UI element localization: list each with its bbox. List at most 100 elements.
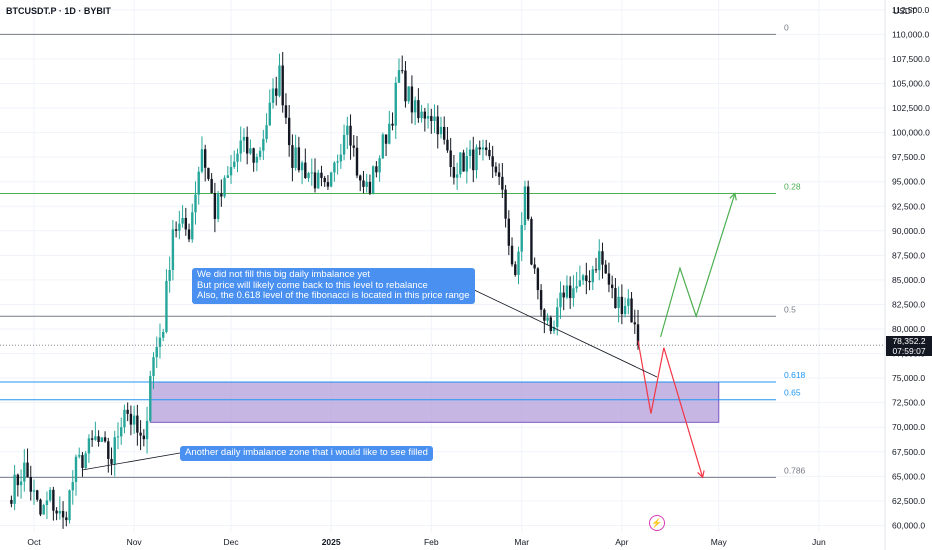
- candle-body: [78, 455, 81, 457]
- candle-body: [604, 264, 607, 274]
- candle-body: [333, 162, 336, 173]
- candle-body: [594, 269, 598, 271]
- candle-body: [26, 462, 29, 478]
- candle-body: [452, 167, 456, 178]
- candle-body: [436, 116, 439, 135]
- candle-body: [142, 435, 146, 440]
- candle-body: [187, 229, 191, 240]
- candle-body: [384, 134, 388, 144]
- candle-body: [362, 180, 365, 187]
- candle-body: [394, 82, 397, 126]
- candle-body: [129, 413, 133, 425]
- x-tick-label: Feb: [424, 537, 439, 547]
- candle-body: [149, 376, 152, 421]
- candle-body: [171, 229, 175, 270]
- candle-body: [19, 481, 23, 486]
- candle-body: [100, 437, 104, 442]
- candle-body: [546, 317, 549, 321]
- candle-body: [110, 458, 113, 464]
- candle-body: [397, 70, 401, 83]
- candle-body: [501, 176, 504, 190]
- y-tick-label: 97,500.0: [892, 152, 925, 162]
- candle-body: [323, 177, 326, 183]
- candle-body: [107, 441, 110, 459]
- candle-body: [433, 116, 436, 122]
- candle-body: [203, 149, 207, 168]
- y-tick-label: 70,000.0: [892, 422, 925, 432]
- candle-body: [401, 70, 404, 72]
- fib-level-label: 0.65: [784, 388, 801, 398]
- imbalance-callout-box: We did not fill this big daily imbalance…: [192, 268, 475, 304]
- y-tick-label: 112,500.0: [892, 5, 929, 15]
- candle-body: [229, 166, 233, 176]
- candle-body: [178, 223, 181, 231]
- symbol-header: BTCUSDT.P · 1D · BYBIT: [6, 6, 111, 16]
- candle-body: [371, 166, 375, 194]
- candle-body: [307, 172, 310, 179]
- candle-body: [174, 229, 178, 231]
- y-tick-label: 110,000.0: [892, 29, 929, 39]
- candle-body: [533, 264, 536, 269]
- candle-body: [271, 88, 275, 103]
- candle-body: [207, 167, 210, 179]
- candle-body: [417, 100, 420, 119]
- candle-body: [349, 125, 352, 146]
- candle-body: [475, 147, 478, 171]
- candle-body: [32, 490, 36, 492]
- candle-body: [313, 172, 317, 189]
- candle-body: [55, 510, 58, 514]
- candle-body: [455, 174, 459, 178]
- candle-body: [581, 275, 585, 281]
- candle-body: [423, 111, 427, 119]
- candle-body: [494, 166, 498, 173]
- candle-body: [245, 136, 249, 154]
- candle-body: [81, 455, 84, 468]
- bullish-arrow-head: [729, 192, 737, 201]
- fib-level-label: 0.786: [784, 465, 806, 475]
- candle-body: [58, 511, 62, 514]
- candle-body: [181, 218, 184, 224]
- candle-body: [226, 175, 229, 178]
- candle-body: [255, 156, 259, 163]
- candle-body: [381, 134, 385, 159]
- candle-body: [278, 65, 281, 96]
- y-tick-label: 72,500.0: [892, 398, 925, 408]
- candle-body: [410, 86, 414, 113]
- candle-body: [465, 156, 469, 172]
- candle-body: [249, 148, 252, 154]
- candle-body: [359, 175, 362, 181]
- y-tick-label: 90,000.0: [892, 226, 925, 236]
- currency-label: USDT: [893, 6, 917, 16]
- candle-body: [468, 149, 472, 157]
- x-tick-label: Apr: [615, 537, 628, 547]
- y-tick-label: 67,500.0: [892, 447, 925, 457]
- candle-body: [23, 462, 26, 482]
- x-tick-label: Oct: [27, 537, 41, 547]
- candle-body: [562, 292, 565, 298]
- candle-body: [87, 438, 91, 454]
- candle-body: [543, 309, 546, 321]
- candle-body: [294, 147, 297, 168]
- candle-body: [388, 123, 391, 144]
- candle-body: [126, 409, 129, 414]
- candle-body: [565, 285, 569, 298]
- callout-connector: [81, 452, 181, 471]
- candle-body: [265, 125, 268, 140]
- candle-body: [378, 158, 381, 173]
- candle-body: [523, 186, 527, 226]
- candle-body: [630, 298, 633, 323]
- candle-body: [258, 150, 262, 157]
- candle-body: [439, 126, 443, 135]
- candle-body: [84, 453, 87, 468]
- candle-body: [29, 477, 32, 492]
- candle-body: [94, 436, 97, 440]
- candle-body: [158, 337, 162, 347]
- candle-body: [485, 147, 488, 150]
- candle-body: [132, 415, 136, 425]
- candle-body: [572, 288, 575, 299]
- lightning-icon[interactable]: ⚡: [649, 515, 665, 531]
- candle-body: [71, 482, 74, 491]
- candle-body: [275, 88, 278, 96]
